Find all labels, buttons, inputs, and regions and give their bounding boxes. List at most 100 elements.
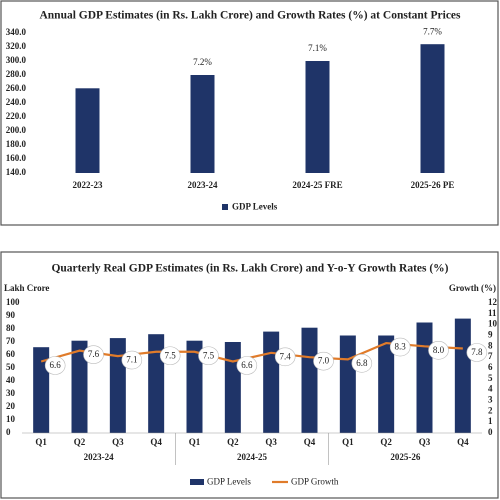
growth-label: 7.1	[126, 355, 137, 365]
y2-tick-label: 10	[488, 319, 498, 329]
x-tick-label: Q4	[457, 437, 469, 447]
y-tick-label: 220.0	[6, 111, 27, 121]
y2-tick-label: 9	[488, 330, 493, 340]
y-tick-label: 160.0	[6, 153, 27, 163]
y-tick-label: 240.0	[6, 97, 27, 107]
growth-label-bg	[466, 343, 488, 362]
y-tick-label: 40	[6, 375, 16, 385]
growth-label: 7.2%	[193, 57, 212, 67]
y-tick-label: 100	[6, 297, 20, 307]
x-tick-label: 2023-24	[188, 180, 218, 190]
growth-label-bg	[44, 356, 66, 375]
growth-label: 8.3	[395, 342, 407, 352]
growth-label: 7.5	[165, 350, 177, 360]
growth-label-bg	[121, 350, 143, 370]
y-tick-label: 30	[6, 388, 16, 398]
group-label: 2024-25	[237, 452, 267, 462]
x-tick-label: Q1	[342, 437, 354, 447]
growth-label: 7.7%	[423, 26, 442, 36]
x-tick-label: 2024-25 FRE	[292, 180, 342, 190]
growth-label: 7.1%	[308, 43, 327, 53]
bar	[190, 75, 215, 173]
y-tick-label: 50	[6, 362, 16, 372]
x-tick-label: Q2	[227, 437, 239, 447]
y-tick-label: 10	[6, 414, 16, 424]
y-tick-label: 60	[6, 349, 16, 359]
y-axis-title: Lakh Crore	[4, 283, 49, 293]
x-tick-label: Q3	[112, 437, 124, 447]
growth-label-bg	[428, 341, 449, 360]
y2-tick-label: 3	[488, 395, 493, 405]
x-tick-label: Q4	[304, 437, 316, 447]
y-tick-label: 340.0	[6, 27, 27, 37]
panel-border	[0, 251, 499, 499]
y2-tick-label: 1	[488, 416, 493, 426]
y2-tick-label: 11	[488, 308, 497, 318]
y-tick-label: 140.0	[6, 167, 27, 177]
bar	[148, 334, 165, 433]
bar	[454, 318, 471, 433]
legend-swatch	[222, 204, 228, 210]
x-tick-label: Q4	[150, 437, 162, 447]
bar	[71, 340, 88, 433]
growth-label: 8.0	[433, 345, 445, 355]
y-tick-label: 200.0	[6, 125, 27, 135]
x-tick-label: Q2	[74, 437, 86, 447]
bar	[339, 335, 356, 433]
growth-label-bg	[83, 345, 104, 364]
bar	[263, 331, 280, 433]
bar	[109, 338, 126, 433]
growth-label-bg	[313, 351, 334, 371]
y2-tick-label: 6	[488, 362, 493, 372]
growth-label: 6.6	[50, 360, 62, 370]
y2-tick-label: 2	[488, 405, 493, 415]
x-tick-label: Q3	[265, 437, 277, 447]
growth-label: 7.6	[88, 349, 100, 359]
x-tick-label: 2022-23	[73, 180, 103, 190]
y-tick-label: 180.0	[6, 139, 27, 149]
y2-tick-label: 0	[488, 427, 493, 437]
y2-tick-label: 7	[488, 351, 493, 361]
y2-axis-title: Growth (%)	[449, 283, 496, 293]
group-label: 2025-26	[390, 452, 420, 462]
y2-tick-label: 12	[488, 297, 498, 307]
y-tick-label: 80	[6, 323, 16, 333]
bar	[420, 44, 445, 174]
bar	[416, 322, 433, 433]
y-tick-label: 300.0	[6, 55, 27, 65]
growth-label-bg	[159, 346, 181, 366]
legend-label: GDP Levels	[232, 202, 278, 212]
x-tick-label: 2025-26 PE	[411, 180, 455, 190]
growth-label: 6.8	[356, 358, 368, 368]
y-tick-label: 320.0	[6, 41, 27, 51]
growth-label-bg	[351, 354, 373, 373]
growth-label: 7.5	[203, 350, 215, 360]
y-tick-label: 0	[6, 427, 11, 437]
chart-title: Annual GDP Estimates (in Rs. Lakh Crore)…	[39, 10, 461, 22]
growth-label: 7.0	[318, 356, 330, 366]
growth-label-bg	[236, 356, 258, 375]
bar	[75, 88, 100, 173]
legend-label: GDP Levels	[207, 477, 251, 487]
y2-tick-label: 8	[488, 340, 493, 350]
growth-label-bg	[274, 347, 296, 367]
panel-border	[0, 0, 499, 226]
y2-tick-label: 5	[488, 373, 493, 383]
group-label: 2023-24	[84, 452, 114, 462]
x-tick-label: Q3	[419, 437, 431, 447]
growth-label: 6.6	[241, 360, 253, 370]
x-tick-label: Q1	[189, 437, 201, 447]
y-tick-label: 280.0	[6, 69, 27, 79]
legend-swatch	[190, 479, 204, 485]
bar	[33, 347, 50, 433]
x-tick-label: Q2	[380, 437, 392, 447]
bar	[378, 335, 395, 433]
chart-title: Quarterly Real GDP Estimates (in Rs. Lak…	[51, 263, 448, 275]
growth-label-bg	[198, 346, 219, 366]
growth-label: 7.8	[471, 347, 483, 357]
y-tick-label: 90	[6, 310, 16, 320]
x-tick-label: Q1	[35, 437, 47, 447]
y-tick-label: 260.0	[6, 83, 27, 93]
growth-label-bg	[389, 337, 411, 357]
